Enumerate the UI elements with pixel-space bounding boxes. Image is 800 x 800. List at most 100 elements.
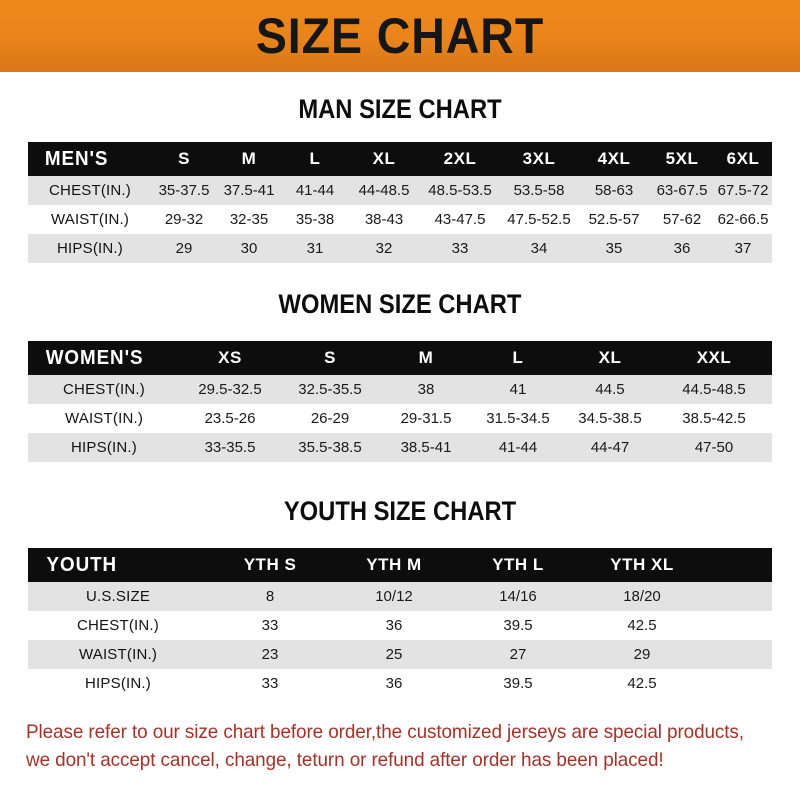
section-title-man: MAN SIZE CHART [298,94,502,124]
table-cell: 36 [385,617,403,634]
table-cell: 63-67.5 [656,182,708,199]
table-cell: 52.5-57 [588,211,640,228]
men-header-s: S [178,149,190,168]
table-cell: 44.5-48.5 [682,381,746,398]
table-cell: 23 [261,646,279,663]
men-header-xl: XL [372,149,396,168]
table-cell: 36 [673,240,691,257]
women-header-m: M [418,348,434,367]
page-title: SIZE CHART [255,8,545,64]
men-header-3xl: 3XL [522,149,556,168]
men-row-label-hips: HIPS(IN.) [57,240,123,257]
table-cell: 8 [265,588,275,605]
women-header-s: S [324,348,336,367]
table-cell: 14/16 [499,588,537,605]
women-header-xs: XS [218,348,242,367]
table-cell: 34 [530,240,548,257]
table-cell: 32.5-35.5 [298,381,362,398]
table-cell: 31.5-34.5 [486,410,550,427]
table-cell: 31 [306,240,324,257]
table-cell: 44-48.5 [358,182,410,199]
table-cell: 38-43 [364,211,404,228]
section-title-women: WOMEN SIZE CHART [278,289,522,319]
table-cell: 62-66.5 [717,211,769,228]
table-cell: 42.5 [627,617,657,634]
table-cell: 32-35 [229,211,269,228]
table-cell: 47-50 [694,439,734,456]
table-cell: 57-62 [662,211,702,228]
table-cell: 37 [734,240,752,257]
table-cell: 53.5-58 [513,182,565,199]
youth-header-yth-m: YTH M [366,555,422,574]
youth-header-yth-l: YTH L [492,555,544,574]
table-cell: 42.5 [627,675,657,692]
table-cell: 48.5-53.5 [428,182,492,199]
table-cell: 39.5 [503,675,533,692]
men-row-label-chest: CHEST(IN.) [49,182,131,199]
women-row-label-waist: WAIST(IN.) [64,410,144,427]
table-cell: 38.5-41 [400,439,452,456]
table-row: HIPS(IN.) 33 36 39.5 42.5 [28,669,772,698]
table-cell: 39.5 [503,617,533,634]
table-cell: 26-29 [310,410,350,427]
youth-row-label-waist: WAIST(IN.) [78,646,158,663]
table-cell: 29-32 [164,211,204,228]
table-cell [704,640,772,669]
table-cell: 25 [385,646,403,663]
men-header-m: M [241,149,257,168]
table-cell [704,582,772,611]
table-cell: 23.5-26 [204,410,256,427]
table-row: CHEST(IN.) 35-37.5 37.5-41 41-44 44-48.5… [28,176,772,205]
women-row-label-chest: CHEST(IN.) [63,381,145,398]
men-size-table: MEN'S S M L XL 2XL 3XL 4XL 5XL 6XL CHEST… [28,142,772,263]
page-banner: SIZE CHART [0,0,800,72]
men-header-6xl: 6XL [726,149,760,168]
women-table-header-row: WOMEN'S XS S M L XL XXL [28,341,772,375]
table-cell: 44.5 [595,381,625,398]
table-cell: 35 [605,240,623,257]
table-cell: 18/20 [623,588,661,605]
table-row: HIPS(IN.) 33-35.5 35.5-38.5 38.5-41 41-4… [28,433,772,462]
footer-disclaimer-line-2: we don't accept cancel, change, teturn o… [26,749,664,771]
women-header-xxl: XXL [696,348,732,367]
youth-row-label-hips: HIPS(IN.) [85,675,151,692]
table-cell: 41-44 [498,439,538,456]
table-row: CHEST(IN.) 29.5-32.5 32.5-35.5 38 41 44.… [28,375,772,404]
table-cell: 29 [175,240,193,257]
table-cell: 33 [451,240,469,257]
men-row-label-waist: WAIST(IN.) [50,211,130,228]
table-cell: 35.5-38.5 [298,439,362,456]
table-cell: 43-47.5 [434,211,486,228]
table-cell: 47.5-52.5 [507,211,571,228]
men-table-header-row: MEN'S S M L XL 2XL 3XL 4XL 5XL 6XL [28,142,772,176]
youth-table-header-row: YOUTH YTH S YTH M YTH L YTH XL [28,548,772,582]
table-cell: 27 [509,646,527,663]
table-cell: 33 [261,675,279,692]
women-header-xl: XL [598,348,622,367]
table-row: WAIST(IN.) 23 25 27 29 [28,640,772,669]
men-header-2xl: 2XL [443,149,477,168]
table-cell: 38.5-42.5 [682,410,746,427]
men-header-4xl: 4XL [597,149,631,168]
table-cell: 32 [375,240,393,257]
youth-row-label-us-size: U.S.SIZE [85,588,151,605]
table-cell [704,669,772,698]
women-header-name: WOMEN'S [45,346,144,369]
youth-header-name: YOUTH [46,553,118,576]
table-cell [704,611,772,640]
table-cell: 44-47 [590,439,630,456]
youth-header-yth-s: YTH S [243,555,297,574]
section-title-youth: YOUTH SIZE CHART [283,496,517,526]
table-cell: 29-31.5 [400,410,452,427]
women-size-table: WOMEN'S XS S M L XL XXL CHEST(IN.) 29.5-… [28,341,772,462]
table-cell: 35-38 [295,211,335,228]
table-row: WAIST(IN.) 23.5-26 26-29 29-31.5 31.5-34… [28,404,772,433]
women-row-label-hips: HIPS(IN.) [71,439,137,456]
table-row: WAIST(IN.) 29-32 32-35 35-38 38-43 43-47… [28,205,772,234]
youth-header-yth-xl: YTH XL [610,555,674,574]
table-cell: 33 [261,617,279,634]
youth-header-spacer [704,548,772,582]
youth-row-label-chest: CHEST(IN.) [77,617,159,634]
table-row: CHEST(IN.) 33 36 39.5 42.5 [28,611,772,640]
